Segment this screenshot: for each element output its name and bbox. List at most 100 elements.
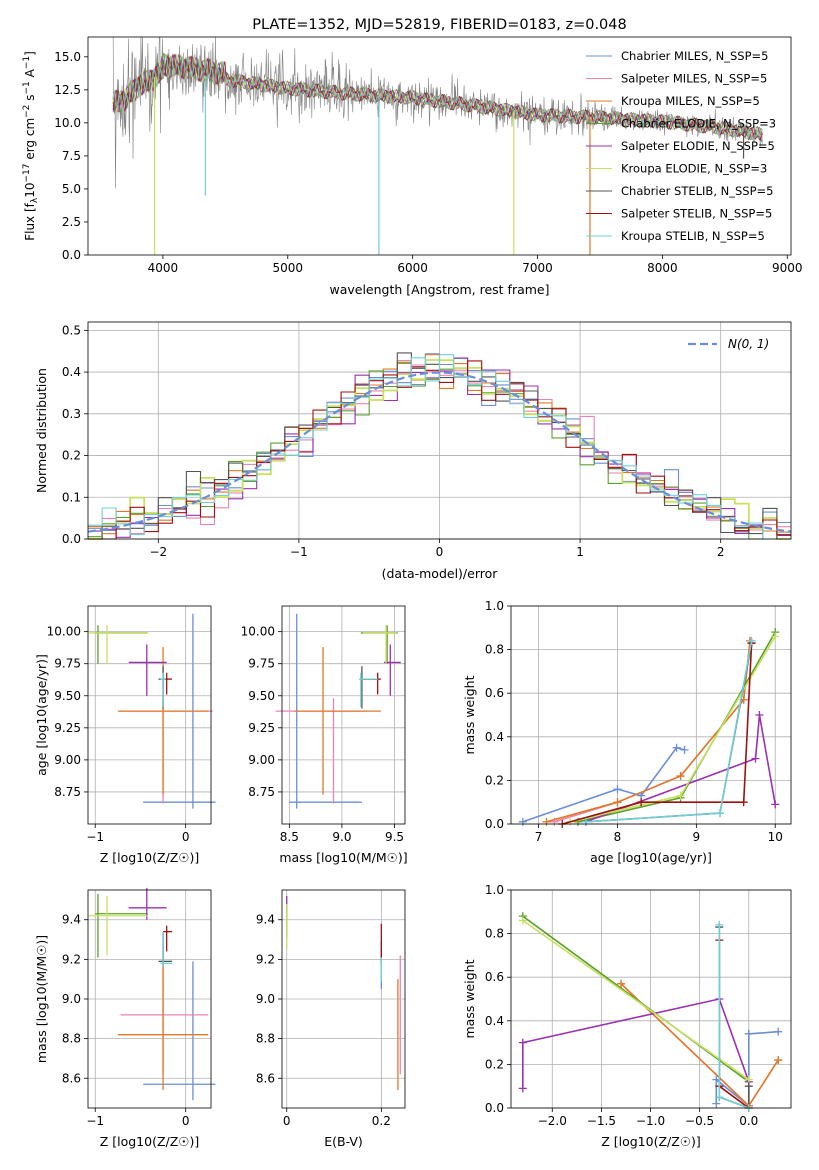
series-marker xyxy=(744,1082,753,1091)
series-marker xyxy=(672,743,681,752)
legend-label: Kroupa MILES, N_SSP=5 xyxy=(621,94,760,108)
x-tick-label: 9.5 xyxy=(385,830,404,844)
y-tick-label: 0.8 xyxy=(485,927,504,941)
series-line-kroupa-stelib xyxy=(585,640,753,823)
model-spectrum-kroupa-stelib xyxy=(112,53,763,141)
x-axis-label: Z [log10(Z/Z☉)] xyxy=(100,850,200,865)
y-tick-label: 8.8 xyxy=(256,1032,275,1046)
y-tick-label: 0.0 xyxy=(62,532,81,546)
axes-frame xyxy=(510,605,792,825)
y-tick-label: 8.6 xyxy=(62,1071,81,1085)
y-axis-label: mass weight xyxy=(462,675,477,754)
x-tick-label: 9 xyxy=(693,830,701,844)
x-tick-label: 0.0 xyxy=(739,1114,758,1128)
series-marker xyxy=(581,817,590,826)
gaussian-reference-curve xyxy=(87,371,792,533)
legend-label: Kroupa ELODIE, N_SSP=3 xyxy=(621,162,767,176)
y-tick-label: 10.0 xyxy=(54,116,81,130)
y-axis-label: mass [log10(M/M☉)] xyxy=(34,935,49,1063)
x-tick-label: 7 xyxy=(535,830,543,844)
series-marker xyxy=(747,636,756,645)
y-axis-label: age [log10(age/yr)] xyxy=(34,654,49,776)
x-tick-label: 8 xyxy=(614,830,622,844)
series-marker xyxy=(518,1084,527,1093)
age-vs-mass-panel: 8.5 9.0 9.5 8.75 9.00 9.25 9.50 9.75 10.00 mass [… xyxy=(241,605,408,865)
x-tick-label: 4000 xyxy=(148,261,179,275)
axes-frame xyxy=(87,36,792,256)
spectrum-panel: 4000 5000 6000 7000 8000 9000 0.0 2.5 5.0 7.5 10.0… xyxy=(22,17,803,297)
legend-label: N(0, 1) xyxy=(728,337,769,351)
y-tick-label: 0.4 xyxy=(62,365,81,379)
y-tick-label: 9.4 xyxy=(256,913,275,927)
axes-frame xyxy=(87,605,212,825)
axes-frame xyxy=(281,605,406,825)
y-tick-label: 9.75 xyxy=(248,657,275,671)
x-tick-label: −2 xyxy=(149,545,167,559)
y-tick-label: 12.5 xyxy=(54,83,81,97)
y-tick-label: 0.2 xyxy=(62,449,81,463)
y-tick-label: 9.50 xyxy=(248,689,275,703)
x-tick-label: −1.5 xyxy=(587,1114,616,1128)
x-tick-label: 0 xyxy=(182,1114,190,1128)
series-marker xyxy=(739,798,748,807)
x-tick-label: 9000 xyxy=(772,261,803,275)
age-vs-metallicity-panel: −1 0 8.75 9.00 9.25 9.50 9.75 10.00 Z [log10(Z/Z… xyxy=(34,605,216,865)
y-tick-label: 1.0 xyxy=(485,883,504,897)
axes-frame xyxy=(87,321,792,540)
mass-vs-ebv-panel: 0 0.2 8.6 8.8 9.0 9.2 9.4 E(B-V) xyxy=(256,889,406,1149)
y-tick-label: 9.00 xyxy=(248,753,275,767)
massweight-vs-metallicity-panel: −2.0 −1.5 −1.0 −0.5 0.0 0.0 0.2 0.4 0.6 0.8 1.0 Z [… xyxy=(462,883,792,1149)
mass-vs-metallicity-panel: −1 0 8.6 8.8 9.0 9.2 9.4 Z [log10(Z/Z☉)] mass [l… xyxy=(34,888,216,1149)
axes-frame xyxy=(87,889,212,1109)
histogram-step-chabrier-elodie xyxy=(88,361,791,540)
series-marker xyxy=(637,798,646,807)
x-tick-label: 8.5 xyxy=(280,830,299,844)
series-line-salpeter-elodie xyxy=(585,714,776,823)
x-tick-label: −1 xyxy=(290,545,308,559)
y-tick-label: 7.5 xyxy=(62,149,81,163)
legend-label: Salpeter MILES, N_SSP=5 xyxy=(621,72,767,86)
residuals-panel: −2 −1 0 1 2 0.0 0.1 0.2 0.3 0.4 0.5 (data-model)/er… xyxy=(34,321,792,581)
y-axis-label: Flux [fλ10−17 erg cm−2 s−1 A−1] xyxy=(22,51,40,241)
y-tick-label: 9.2 xyxy=(62,952,81,966)
y-tick-label: 9.0 xyxy=(62,992,81,1006)
series-marker xyxy=(542,817,551,826)
legend-label: Kroupa STELIB, N_SSP=5 xyxy=(621,229,765,243)
y-tick-label: 5.0 xyxy=(62,182,81,196)
x-axis-label: wavelength [Angstrom, rest frame] xyxy=(329,282,549,297)
massweight-vs-age-panel: 7 8 9 10 0.0 0.2 0.4 0.6 0.8 1.0 age [log10(age/yr… xyxy=(462,599,792,865)
chart-title: PLATE=1352, MJD=52819, FIBERID=0183, z=0… xyxy=(252,17,626,33)
y-tick-label: 9.50 xyxy=(54,689,81,703)
x-axis-label: age [log10(age/yr)] xyxy=(590,850,712,865)
series-marker xyxy=(518,916,527,925)
y-tick-label: 10.00 xyxy=(47,625,81,639)
series-marker xyxy=(680,745,689,754)
y-tick-label: 9.25 xyxy=(54,721,81,735)
series-line-chabrier-elodie xyxy=(522,915,750,1083)
y-tick-label: 0.3 xyxy=(62,407,81,421)
x-tick-label: −1 xyxy=(86,1114,104,1128)
series-marker xyxy=(774,1027,783,1036)
axes-frame xyxy=(281,889,406,1109)
y-tick-label: 8.6 xyxy=(256,1071,275,1085)
series-marker xyxy=(774,1056,783,1065)
y-tick-label: 0.2 xyxy=(485,1057,504,1071)
y-tick-label: 8.75 xyxy=(248,785,275,799)
y-tick-label: 8.8 xyxy=(62,1032,81,1046)
x-axis-label: Z [log10(Z/Z☉)] xyxy=(601,1134,701,1149)
x-tick-label: 5000 xyxy=(273,261,304,275)
x-axis-label: E(B-V) xyxy=(324,1134,363,1149)
y-tick-label: 9.75 xyxy=(54,657,81,671)
y-tick-label: 2.5 xyxy=(62,215,81,229)
y-tick-label: 0.4 xyxy=(485,730,504,744)
x-tick-label: −1 xyxy=(86,830,104,844)
series-marker xyxy=(676,772,685,781)
y-tick-label: 9.00 xyxy=(54,753,81,767)
x-tick-label: 0 xyxy=(283,1114,291,1128)
series-line-chabrier-miles xyxy=(715,1030,779,1108)
series-marker xyxy=(771,800,780,809)
y-tick-label: 0.0 xyxy=(485,817,504,831)
series-marker xyxy=(676,791,685,800)
y-tick-label: 0.5 xyxy=(62,323,81,337)
